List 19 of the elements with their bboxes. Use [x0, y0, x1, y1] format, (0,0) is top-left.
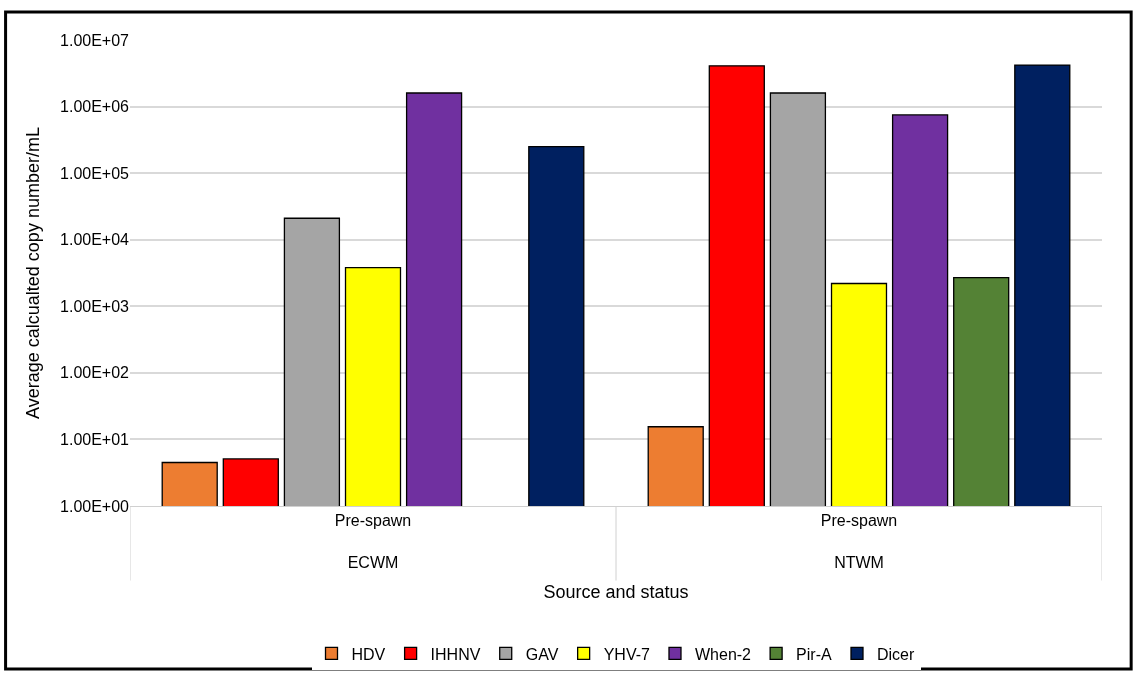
category-label: Pre-spawn ECWM: [334, 512, 412, 571]
y-tick-label: 1.00E+04: [60, 231, 130, 249]
legend-label: YHV-7: [603, 645, 650, 663]
legend-label: Dicer: [877, 645, 916, 663]
y-tick-label: 1.00E+01: [60, 431, 130, 449]
legend-label: Pir-A: [796, 645, 832, 663]
y-tick-label: 1.00E+05: [60, 164, 130, 182]
category-label: Pre-spawn NTWM: [820, 512, 898, 571]
y-tick-label: 1.00E+00: [60, 497, 130, 515]
legend-label: IHHNV: [430, 645, 481, 663]
y-tick-label: 1.00E+06: [60, 98, 130, 116]
legend-label: HDV: [351, 645, 386, 663]
y-tick-label: 1.00E+07: [60, 31, 130, 49]
legend-label: When-2: [694, 645, 752, 663]
y-tick-label: 1.00E+02: [60, 364, 130, 382]
y-axis-title: Average calcualted copy number/mL: [23, 127, 44, 419]
legend-label: GAV: [525, 645, 559, 663]
y-tick-label: 1.00E+03: [60, 297, 130, 315]
x-axis-title: Source and status: [543, 581, 689, 602]
